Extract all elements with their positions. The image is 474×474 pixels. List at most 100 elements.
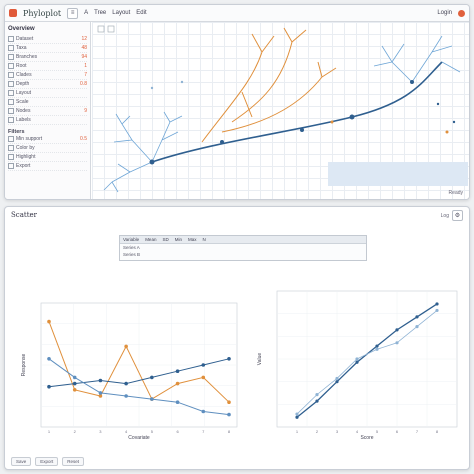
chart-1-series-0-point — [315, 399, 319, 403]
checkbox-icon[interactable] — [8, 72, 14, 78]
panel-row[interactable]: Branches 94 — [8, 53, 87, 62]
table-header-cell[interactable]: Max — [187, 237, 197, 242]
chart-1-series-0-point — [415, 315, 419, 319]
checkbox-icon[interactable] — [8, 45, 14, 51]
panel-row-value: 94 — [81, 54, 87, 60]
panel-row-value: 0.5 — [80, 136, 87, 142]
reset-button[interactable]: Reset — [62, 457, 85, 466]
menu-item-3[interactable]: Layout — [112, 10, 131, 16]
panel-row-label: Scale — [16, 99, 29, 105]
checkbox-icon[interactable] — [8, 108, 14, 114]
chart-1-xtick: 6 — [396, 429, 399, 434]
checkbox-icon[interactable] — [8, 54, 14, 60]
chart-1-series-1-point — [335, 376, 339, 381]
panel-row[interactable]: Color by — [8, 144, 87, 153]
panel-row[interactable]: Highlight — [8, 153, 87, 162]
panel-row-label: Depth — [16, 81, 30, 87]
panel-row[interactable]: Dataset 12 — [8, 35, 87, 44]
chart-1-xtick: 4 — [356, 429, 359, 434]
chart-0-xlabel: Covariate — [128, 435, 150, 441]
chart-1-series-1-point — [375, 347, 379, 351]
panel-row[interactable]: Clades 7 — [8, 71, 87, 80]
chart-0-series-0-point — [201, 375, 206, 380]
checkbox-icon[interactable] — [8, 90, 14, 96]
status-text: Ready — [448, 190, 463, 196]
chart-1-series-1-point — [295, 412, 299, 416]
panel-row[interactable]: Min support 0.5 — [8, 135, 87, 144]
table-header-cell[interactable]: Variable — [123, 237, 140, 242]
checkbox-icon[interactable] — [8, 154, 14, 160]
menu-icon[interactable]: ≡ — [67, 7, 79, 19]
panel-row[interactable]: Nodes 9 — [8, 107, 87, 116]
menu-item-2[interactable]: Tree — [94, 10, 107, 16]
panel-row[interactable]: Scale — [8, 98, 87, 107]
table-header-cell[interactable]: SD — [162, 237, 169, 242]
chart-1-series-1-point — [415, 325, 419, 329]
chart-0-series-1-point — [98, 378, 103, 383]
table-row[interactable]: Series A — [120, 244, 366, 251]
plot-window-title: Scatter — [11, 211, 38, 219]
menu-item-4[interactable]: Edit — [136, 10, 147, 16]
record-icon[interactable] — [458, 9, 465, 17]
checkbox-icon[interactable] — [8, 117, 14, 123]
panel-row[interactable]: Depth 0.8 — [8, 80, 87, 89]
chart-0-xtick: 8 — [228, 429, 231, 434]
chart-1-xtick: 8 — [436, 429, 439, 434]
chart-1-series-0-point — [295, 415, 299, 419]
log-toggle[interactable]: Log — [440, 212, 449, 219]
chart-1-series-1-point — [435, 308, 439, 313]
checkbox-icon[interactable] — [8, 81, 14, 87]
chart-1-series-0-point — [335, 380, 339, 384]
chart-0-series-1-line — [48, 358, 230, 388]
chart-1-series-1-line — [296, 310, 438, 415]
settings-icon[interactable]: ⚙ — [452, 210, 463, 221]
panel-row[interactable]: Layout — [8, 89, 87, 98]
chart-1-xtick: 7 — [416, 429, 419, 434]
region-band — [328, 162, 468, 186]
chart-0-series-0-point — [227, 400, 231, 404]
panel-row-label: Labels — [16, 117, 31, 123]
chart-0-series-1-point — [150, 375, 154, 380]
menu-item-1[interactable]: A — [84, 10, 89, 16]
tree-nodes[interactable] — [149, 80, 456, 165]
tree-viewer-window: Phyloplot ≡ A Tree Layout Edit Login Ove… — [4, 4, 470, 200]
table-header-cell[interactable]: N — [202, 237, 206, 242]
save-button[interactable]: Save — [11, 457, 32, 466]
panel-row-value: 12 — [81, 36, 87, 42]
chart-0-xtick: 4 — [125, 429, 128, 434]
tree-canvas[interactable]: Ready — [92, 22, 469, 199]
panel-row-value: 0.8 — [80, 81, 87, 87]
chart-1-ylabel: Value — [257, 353, 263, 366]
table-row[interactable]: Series B — [120, 251, 366, 258]
checkbox-icon[interactable] — [8, 163, 14, 169]
panel-row[interactable]: Export — [8, 162, 87, 171]
checkbox-icon[interactable] — [8, 36, 14, 42]
export-button[interactable]: Export — [35, 457, 59, 466]
panel-header: Overview — [8, 26, 35, 32]
table-header-cell[interactable]: Mean — [145, 237, 157, 242]
login-link[interactable]: Login — [437, 10, 452, 16]
panel-row-label: Highlight — [16, 154, 36, 160]
table-header: Variable Mean SD Min Max N — [120, 236, 366, 244]
chart-1-xlabel: Score — [360, 435, 373, 441]
canvas-toolbar[interactable] — [97, 25, 115, 33]
panel-row-label: Layout — [16, 90, 32, 96]
panel-row-value: 7 — [84, 72, 87, 78]
checkbox-icon[interactable] — [8, 63, 14, 69]
chart-1-series-0-point — [395, 328, 399, 332]
panel-row[interactable]: Root 1 — [8, 62, 87, 71]
panel-row-label: Color by — [16, 145, 35, 151]
chart-0-series-2-point — [175, 400, 180, 404]
chart-0-series-2-point — [98, 391, 103, 395]
chart-0-series-0-point — [124, 344, 128, 349]
checkbox-icon[interactable] — [8, 136, 14, 142]
panel-row[interactable]: Taxa 48 — [8, 44, 87, 53]
panel-row-label: Dataset — [16, 36, 34, 42]
table-header-cell[interactable]: Min — [174, 237, 182, 242]
plot-tools: Log ⚙ — [441, 210, 463, 221]
checkbox-icon[interactable] — [8, 99, 14, 105]
checkbox-icon[interactable] — [8, 145, 14, 151]
panel-row[interactable]: Labels — [8, 116, 87, 125]
charts-svg[interactable]: Covariate Response 1 2 3 4 5 6 7 8 Score Value 1 2 3 4 5… — [5, 207, 469, 469]
chart-0-xtick: 5 — [151, 429, 154, 434]
